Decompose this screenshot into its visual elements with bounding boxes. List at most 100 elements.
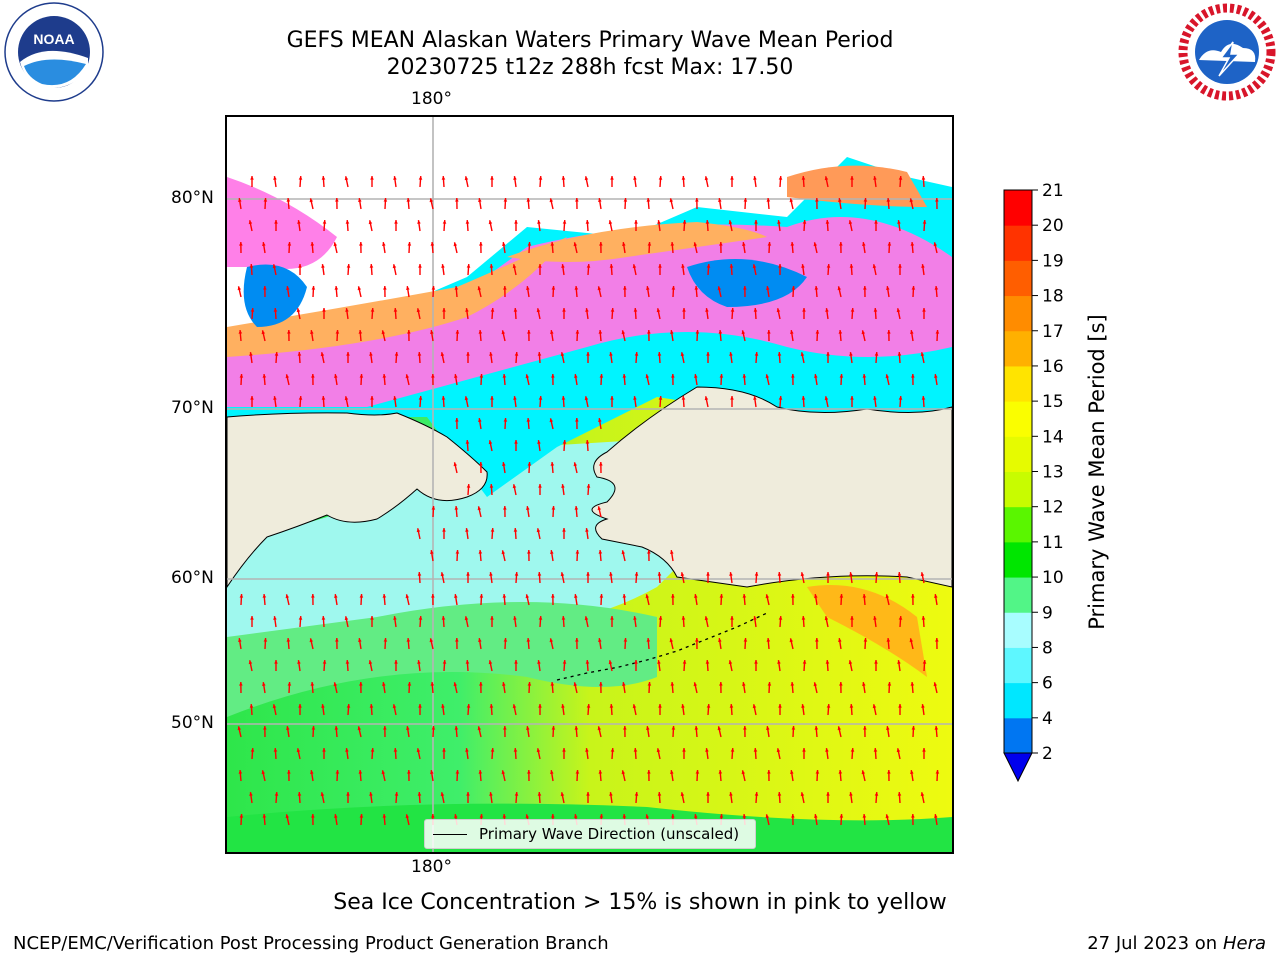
wave-arrow-head <box>670 242 675 246</box>
wave-arrow-head <box>680 792 685 797</box>
wave-arrow-head <box>441 176 446 180</box>
wave-arrow-head <box>800 352 805 357</box>
wave-arrow-head <box>873 308 878 312</box>
wave-arrow-head <box>647 682 652 686</box>
wave-arrow-head <box>910 682 915 686</box>
wave-arrow-head <box>417 572 422 576</box>
wave-arrow-head <box>551 814 555 818</box>
wave-arrow-head <box>922 748 926 752</box>
wave-arrow-head <box>862 374 867 378</box>
wave-arrow-head <box>537 352 542 356</box>
wave-arrow-head <box>658 264 662 268</box>
wave-arrow-head <box>274 220 278 224</box>
wave-arrow-head <box>632 704 637 709</box>
wave-arrow-head <box>585 660 590 664</box>
wave-arrow-head <box>609 792 613 796</box>
wave-arrow-head <box>752 264 757 269</box>
wave-arrow-head <box>466 704 471 708</box>
wave-arrow-head <box>886 286 890 290</box>
wave-arrow-head <box>789 198 794 203</box>
wave-arrow-head <box>405 594 410 599</box>
wave-arrow-head <box>442 308 446 312</box>
colorbar-tick-label: 19 <box>1042 251 1064 271</box>
legend-line-sample <box>433 833 467 835</box>
wave-arrow-head <box>551 726 556 730</box>
wave-arrow-head <box>766 726 770 730</box>
wave-arrow-head <box>681 616 686 620</box>
wave-arrow-head <box>706 352 710 356</box>
wave-arrow-head <box>742 374 747 378</box>
wave-arrow-head <box>765 374 770 379</box>
wave-arrow-head <box>454 506 459 510</box>
wave-arrow-head <box>359 242 363 246</box>
wave-arrow-head <box>718 330 723 334</box>
wave-arrow-head <box>502 374 507 378</box>
wave-arrow-head <box>657 792 662 796</box>
wave-arrow-head <box>263 726 267 730</box>
wave-arrow-head <box>585 440 590 444</box>
wave-arrow-head <box>273 308 278 312</box>
wave-arrow-head <box>393 616 397 620</box>
wave-arrow-head <box>286 198 291 202</box>
wave-arrow-head <box>777 220 781 224</box>
wave-arrow-head <box>681 176 686 180</box>
wave-arrow-head <box>717 726 722 731</box>
wave-arrow-head <box>934 814 938 818</box>
wave-arrow-head <box>321 616 326 620</box>
wave-arrow-head <box>370 748 375 752</box>
wave-arrow-head <box>765 814 770 819</box>
wave-arrow-head <box>527 550 531 554</box>
wave-arrow-head <box>898 616 903 620</box>
wave-arrow-head <box>693 682 698 687</box>
wave-arrow-head <box>574 814 578 818</box>
wave-arrow-head <box>743 638 748 642</box>
wave-arrow-head <box>454 814 458 818</box>
wave-arrow-head <box>704 176 709 181</box>
wave-arrow-head <box>632 264 637 269</box>
wave-arrow-head <box>682 220 687 224</box>
wave-arrow-head <box>382 814 387 818</box>
wave-arrow-head <box>776 748 781 753</box>
wave-arrow-head <box>488 220 493 225</box>
wave-arrow-head <box>514 352 519 356</box>
wave-arrow-head <box>250 748 255 752</box>
wave-arrow-head <box>670 682 675 686</box>
wave-arrow-head <box>502 242 506 246</box>
wave-arrow-head <box>743 286 747 290</box>
wave-arrow-head <box>262 814 267 818</box>
wave-arrow-head <box>561 264 565 268</box>
wave-arrow-head <box>503 418 508 422</box>
wave-arrow-head <box>407 770 411 774</box>
wave-arrow-head <box>560 792 565 797</box>
wave-arrow-head <box>754 660 758 664</box>
wave-arrow-head <box>861 330 866 335</box>
alaska-land <box>591 386 952 588</box>
wave-arrow-head <box>585 308 589 312</box>
colorbar-tick-label: 11 <box>1042 533 1064 553</box>
wave-arrow-head <box>778 616 783 620</box>
wave-arrow-head <box>320 792 325 797</box>
wave-arrow-head <box>597 506 602 511</box>
wave-arrow-head <box>238 770 243 774</box>
wave-arrow-head <box>369 264 374 268</box>
wave-arrow-head <box>406 726 410 730</box>
wave-arrow-head <box>357 286 362 291</box>
wave-arrow-head <box>897 792 902 796</box>
wave-arrow-head <box>454 594 458 598</box>
wave-arrow-head <box>790 682 795 686</box>
wave-arrow-head <box>285 594 290 599</box>
wave-arrow-head <box>249 704 254 708</box>
wave-arrow-head <box>694 726 699 730</box>
wave-arrow-head <box>814 726 819 730</box>
wave-arrow-head <box>417 792 422 796</box>
wave-arrow-head <box>873 396 877 400</box>
wave-arrow-head <box>237 286 242 291</box>
wave-arrow-head <box>861 770 866 775</box>
wave-arrow-head <box>573 682 578 687</box>
wave-arrow-head <box>561 176 566 180</box>
wave-arrow-head <box>335 770 340 774</box>
wave-arrow-head <box>262 374 267 378</box>
wave-arrow-head <box>839 242 843 246</box>
wave-arrow-head <box>514 660 518 664</box>
wave-arrow-head <box>885 594 890 599</box>
